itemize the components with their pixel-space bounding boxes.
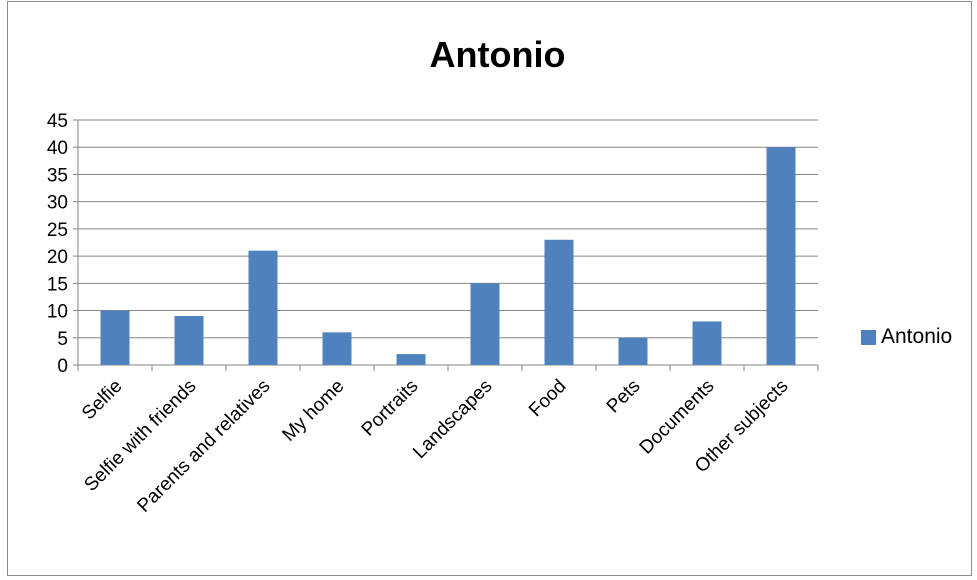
y-tick-label: 35 (47, 165, 68, 186)
bar-8 (618, 337, 648, 365)
bar-10 (766, 147, 796, 365)
legend-label: Antonio (881, 325, 953, 348)
chart-title: Antonio (429, 34, 566, 75)
y-tick-label: 15 (47, 274, 68, 295)
bar-5 (396, 354, 426, 365)
category-label: Selfie (78, 376, 126, 424)
category-label: Portraits (358, 376, 423, 441)
y-tick-label: 40 (47, 138, 68, 159)
category-label: Pets (603, 376, 645, 418)
y-tick-label: 45 (47, 111, 68, 132)
y-tick-label: 30 (47, 193, 68, 214)
legend: Antonio (861, 325, 952, 349)
category-label: Food (525, 376, 570, 421)
y-tick-label: 20 (47, 247, 68, 268)
bar-7 (544, 239, 574, 365)
y-tick-label: 5 (57, 329, 68, 350)
bar-3 (248, 250, 278, 365)
bar-9 (692, 321, 722, 365)
bar-6 (470, 283, 500, 365)
y-tick-label: 25 (47, 220, 68, 241)
bar-4 (322, 332, 352, 365)
y-tick-label: 0 (57, 356, 68, 377)
bar-2 (174, 316, 204, 365)
category-label: My home (278, 376, 348, 446)
category-label: Landscapes (409, 376, 496, 463)
category-label: Parents and relatives (133, 376, 274, 517)
legend-swatch (861, 329, 876, 345)
bar-1 (100, 310, 130, 365)
y-tick-label: 10 (47, 302, 68, 323)
